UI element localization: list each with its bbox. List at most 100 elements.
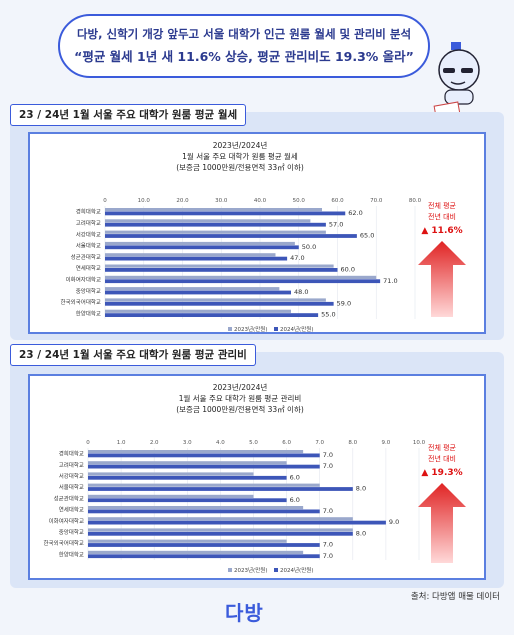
legend-swatch-2024 xyxy=(274,327,278,331)
x-tick-label: 10.0 xyxy=(413,440,426,446)
category-label: 서강대학교 xyxy=(76,230,101,238)
data-label: 59.0 xyxy=(337,299,351,307)
bar-2024 xyxy=(105,222,326,227)
category-label: 한국외국어대학교 xyxy=(61,298,101,306)
data-label: 9.0 xyxy=(389,518,399,526)
bar-2024 xyxy=(88,520,386,525)
chart-title-line: 2023년/2024년 xyxy=(213,382,268,392)
x-tick-label: 0 xyxy=(86,440,90,446)
bar-2024 xyxy=(105,234,357,238)
category-label: 한양대학교 xyxy=(76,309,101,317)
bar-2023 xyxy=(88,539,287,543)
increase-arrow xyxy=(418,483,466,563)
data-label: 48.0 xyxy=(294,288,308,296)
legend-swatch-2023 xyxy=(228,327,232,331)
chart-title-line: 1월 서울 주요 대학가 원룸 평균 관리비 xyxy=(179,393,302,403)
side-text-line: 전년 대비 xyxy=(428,212,456,221)
bar-2023 xyxy=(88,550,304,554)
bar-2024 xyxy=(105,268,338,272)
bar-2024 xyxy=(88,487,353,491)
data-label: 57.0 xyxy=(329,220,343,228)
category-label: 연세대학교 xyxy=(76,264,101,272)
data-label: 60.0 xyxy=(341,266,355,274)
bar-2023 xyxy=(105,287,280,291)
chart-title-line: (보증금 1000만원/전용면적 33㎡ 이하) xyxy=(176,404,304,414)
chart-title-line: 1월 서울 주요 대학가 원룸 평균 월세 xyxy=(182,151,298,161)
bar-2023 xyxy=(105,241,295,246)
category-label: 고려대학교 xyxy=(59,461,84,469)
increase-arrow xyxy=(418,241,466,317)
category-label: 중앙대학교 xyxy=(59,528,84,536)
side-text-line: 전체 평균 xyxy=(428,443,457,452)
headline-line2: “평균 월세 1년 새 11.6% 상승, 평균 관리비도 19.3% 올라” xyxy=(74,49,414,64)
fee-chart-card: 23 / 24년 1월 서울 주요 대학가 원룸 평균 관리비 2023년/20… xyxy=(10,344,504,588)
category-label: 서강대학교 xyxy=(59,472,84,480)
chart-title-line: (보증금 1000만원/전용면적 33㎡ 이하) xyxy=(176,162,304,172)
x-tick-label: 9.0 xyxy=(382,440,391,446)
x-tick-label: 2.0 xyxy=(150,440,159,446)
bar-2024 xyxy=(88,509,320,514)
category-label: 연세대학교 xyxy=(59,506,84,514)
x-tick-label: 50.0 xyxy=(293,198,306,204)
bar-2024 xyxy=(88,554,320,559)
bar-2024 xyxy=(105,211,346,216)
bar-2023 xyxy=(105,264,334,268)
fee-section-title: 23 / 24년 1월 서울 주요 대학가 원룸 평균 관리비 xyxy=(10,344,256,366)
category-label: 이화여자대학교 xyxy=(66,275,101,283)
bar-2023 xyxy=(88,483,320,487)
bar-2023 xyxy=(88,461,287,465)
fee-chart-panel: 2023년/2024년 1월 서울 주요 대학가 원룸 평균 관리비 (보증금 10… xyxy=(28,374,486,580)
category-label: 한국외국어대학교 xyxy=(44,539,84,547)
data-label: 6.0 xyxy=(290,473,300,481)
x-tick-label: 60.0 xyxy=(331,198,344,204)
x-tick-label: 3.0 xyxy=(183,440,192,446)
bar-2023 xyxy=(105,208,322,212)
category-label: 성균관대학교 xyxy=(54,494,84,502)
data-label: 65.0 xyxy=(360,232,374,240)
category-label: 성균관대학교 xyxy=(71,253,101,261)
x-tick-label: 4.0 xyxy=(216,440,225,446)
x-tick-label: 0 xyxy=(103,198,107,204)
bar-2023 xyxy=(105,253,276,257)
bar-2024 xyxy=(105,301,334,306)
bar-2024 xyxy=(88,543,320,547)
category-label: 이화여자대학교 xyxy=(49,517,84,525)
bar-2024 xyxy=(105,245,299,250)
category-label: 중앙대학교 xyxy=(76,287,101,295)
data-label: 47.0 xyxy=(290,254,304,262)
category-label: 서울대학교 xyxy=(59,483,84,491)
x-tick-label: 10.0 xyxy=(138,198,151,204)
legend-label-2023: 2023년(만원) xyxy=(234,325,267,332)
category-label: 서울대학교 xyxy=(76,242,101,250)
data-label: 50.0 xyxy=(302,243,316,251)
bar-2023 xyxy=(105,309,291,313)
bar-2023 xyxy=(105,230,326,234)
bar-2023 xyxy=(105,275,377,279)
data-label: 7.0 xyxy=(323,552,333,560)
data-label: 62.0 xyxy=(348,209,362,217)
bar-2023 xyxy=(105,219,311,223)
legend-label-2023: 2023년(만원) xyxy=(234,566,267,574)
category-label: 고려대학교 xyxy=(76,219,101,227)
data-label: 55.0 xyxy=(321,311,335,319)
legend-label-2024: 2024년(만원) xyxy=(280,325,313,332)
side-change-value: ▲ 19.3% xyxy=(421,468,462,478)
bar-2024 xyxy=(105,256,288,261)
legend-swatch-2024 xyxy=(274,568,278,572)
x-tick-label: 20.0 xyxy=(176,198,189,204)
x-tick-label: 8.0 xyxy=(348,440,357,446)
bar-2024 xyxy=(88,531,353,536)
chart-title-line: 2023년/2024년 xyxy=(213,140,268,150)
bar-2024 xyxy=(105,313,319,317)
x-tick-label: 1.0 xyxy=(117,440,126,446)
bar-2024 xyxy=(88,475,287,480)
side-text-line: 전체 평균 xyxy=(428,201,457,210)
x-tick-label: 5.0 xyxy=(249,440,258,446)
side-text-line: 전년 대비 xyxy=(428,454,456,463)
source-note: 출처: 다방앱 매물 데이터 xyxy=(410,592,500,602)
rent-section-title: 23 / 24년 1월 서울 주요 대학가 원룸 평균 월세 xyxy=(10,104,247,126)
x-tick-label: 40.0 xyxy=(254,198,267,204)
bar-2023 xyxy=(88,528,353,532)
data-label: 6.0 xyxy=(290,496,300,504)
bar-2024 xyxy=(88,498,287,503)
